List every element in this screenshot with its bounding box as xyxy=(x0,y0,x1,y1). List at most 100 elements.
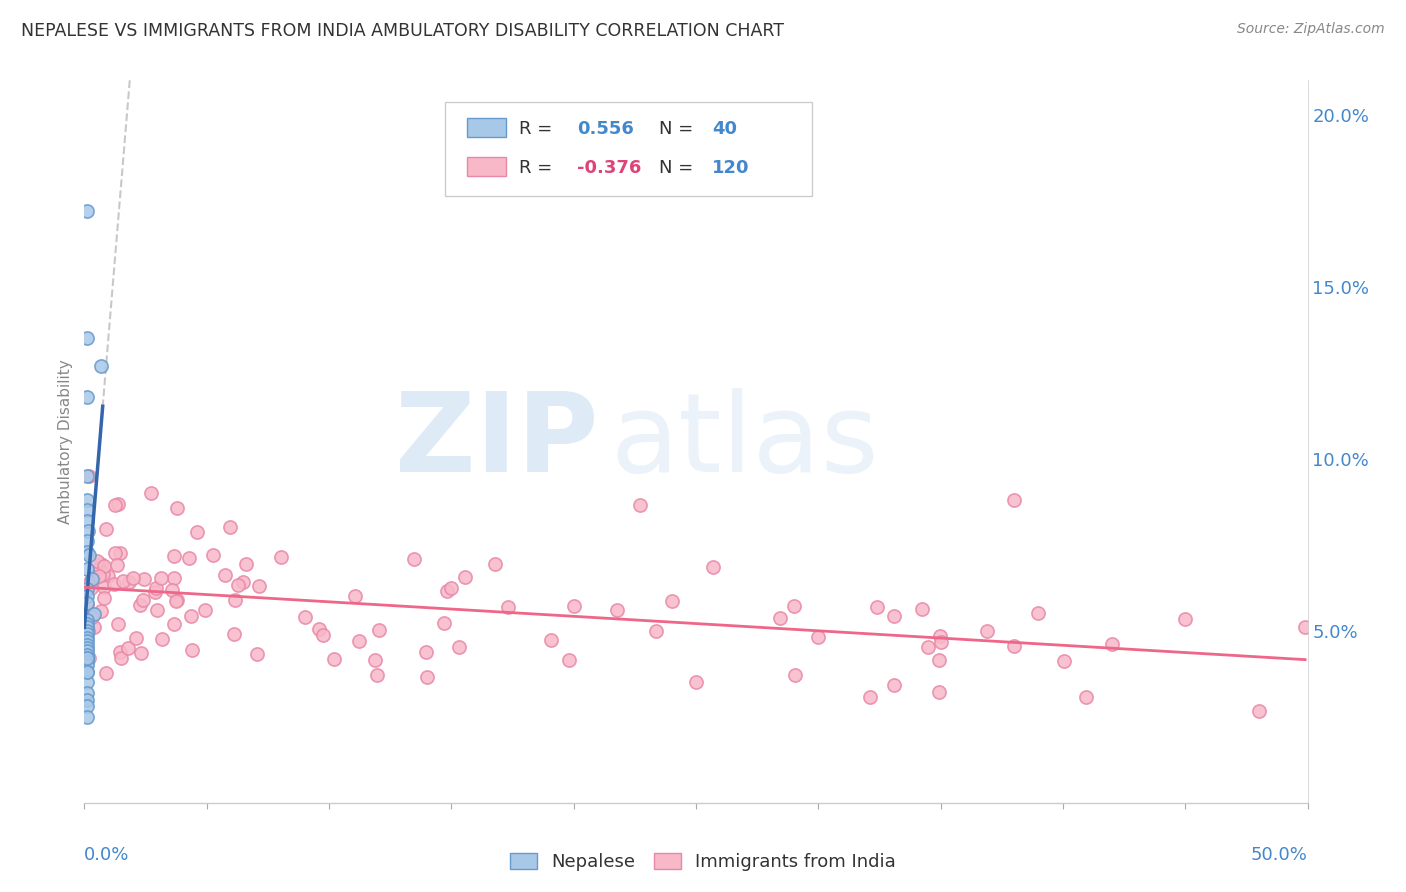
Point xyxy=(322,652,344,666)
Point xyxy=(1074,690,1097,705)
Point xyxy=(1294,620,1316,634)
Text: 120: 120 xyxy=(711,160,749,178)
Point xyxy=(76,634,98,648)
Point xyxy=(125,631,148,645)
Point xyxy=(107,617,129,632)
Point xyxy=(76,582,98,597)
Point xyxy=(141,486,163,500)
Point xyxy=(76,699,98,714)
Point xyxy=(454,570,477,584)
Point xyxy=(93,559,115,574)
Point xyxy=(432,616,454,631)
Point xyxy=(107,497,129,511)
Point xyxy=(562,599,585,613)
Point xyxy=(540,633,562,648)
Point xyxy=(76,665,98,679)
Point xyxy=(80,581,103,595)
Point xyxy=(80,610,103,624)
Point xyxy=(294,609,316,624)
Point xyxy=(447,640,470,654)
Text: Source: ZipAtlas.com: Source: ZipAtlas.com xyxy=(1237,22,1385,37)
Point xyxy=(76,616,98,631)
Point xyxy=(645,624,668,639)
FancyBboxPatch shape xyxy=(467,157,506,176)
Point xyxy=(108,645,131,659)
Point xyxy=(86,554,108,568)
Point xyxy=(661,594,683,608)
Point xyxy=(76,390,98,404)
Point xyxy=(186,524,208,539)
Point xyxy=(224,593,246,607)
Point xyxy=(865,599,887,614)
Point xyxy=(484,558,506,572)
Point xyxy=(785,667,807,681)
Point xyxy=(163,617,186,632)
Point xyxy=(146,603,169,617)
Point xyxy=(166,593,188,607)
Point xyxy=(202,548,225,562)
Point xyxy=(76,562,98,576)
Point xyxy=(97,569,120,583)
Point xyxy=(77,651,100,665)
Point xyxy=(82,569,104,583)
Point xyxy=(222,626,245,640)
Point xyxy=(1002,640,1025,654)
Text: atlas: atlas xyxy=(610,388,879,495)
Point xyxy=(149,571,172,585)
Point xyxy=(76,651,98,665)
Text: 0.0%: 0.0% xyxy=(84,847,129,864)
Point xyxy=(104,498,127,512)
Point xyxy=(150,632,173,647)
Point xyxy=(93,580,115,594)
Point xyxy=(415,645,437,659)
Point xyxy=(77,524,100,538)
Point xyxy=(769,611,792,625)
Y-axis label: Ambulatory Disability: Ambulatory Disability xyxy=(58,359,73,524)
Point xyxy=(308,622,330,636)
Text: 0.556: 0.556 xyxy=(578,120,634,138)
Point xyxy=(76,710,98,724)
Point xyxy=(77,548,100,562)
Point xyxy=(76,644,98,658)
Point xyxy=(76,534,98,549)
Point xyxy=(76,658,98,673)
Point xyxy=(247,578,270,592)
Point xyxy=(117,641,139,656)
Point xyxy=(807,630,830,644)
Point xyxy=(165,594,187,608)
Point xyxy=(929,628,952,642)
Point xyxy=(270,550,292,565)
Point xyxy=(312,628,335,642)
Point xyxy=(76,514,98,528)
Point xyxy=(76,544,98,558)
Point xyxy=(911,602,934,616)
Legend: Nepalese, Immigrants from India: Nepalese, Immigrants from India xyxy=(503,846,903,879)
Point xyxy=(76,469,98,483)
Point xyxy=(1002,493,1025,508)
Point xyxy=(929,634,952,648)
Point xyxy=(80,572,103,586)
Point xyxy=(628,498,651,512)
Point xyxy=(76,624,98,638)
Point xyxy=(76,648,98,662)
Point xyxy=(132,572,155,586)
Point xyxy=(917,640,939,654)
Point xyxy=(76,620,98,634)
Point xyxy=(702,560,724,574)
Point xyxy=(235,558,257,572)
Point xyxy=(94,522,117,536)
Point xyxy=(77,469,100,483)
Point xyxy=(145,581,167,595)
Point xyxy=(347,634,370,648)
Point xyxy=(162,549,184,564)
Point xyxy=(76,627,98,641)
Point xyxy=(76,614,98,628)
Point xyxy=(364,652,387,666)
Point xyxy=(103,576,125,591)
Point xyxy=(177,551,200,566)
Point xyxy=(404,552,426,566)
FancyBboxPatch shape xyxy=(467,118,506,136)
Text: -0.376: -0.376 xyxy=(578,160,641,178)
Point xyxy=(104,546,127,560)
Point xyxy=(89,569,111,583)
